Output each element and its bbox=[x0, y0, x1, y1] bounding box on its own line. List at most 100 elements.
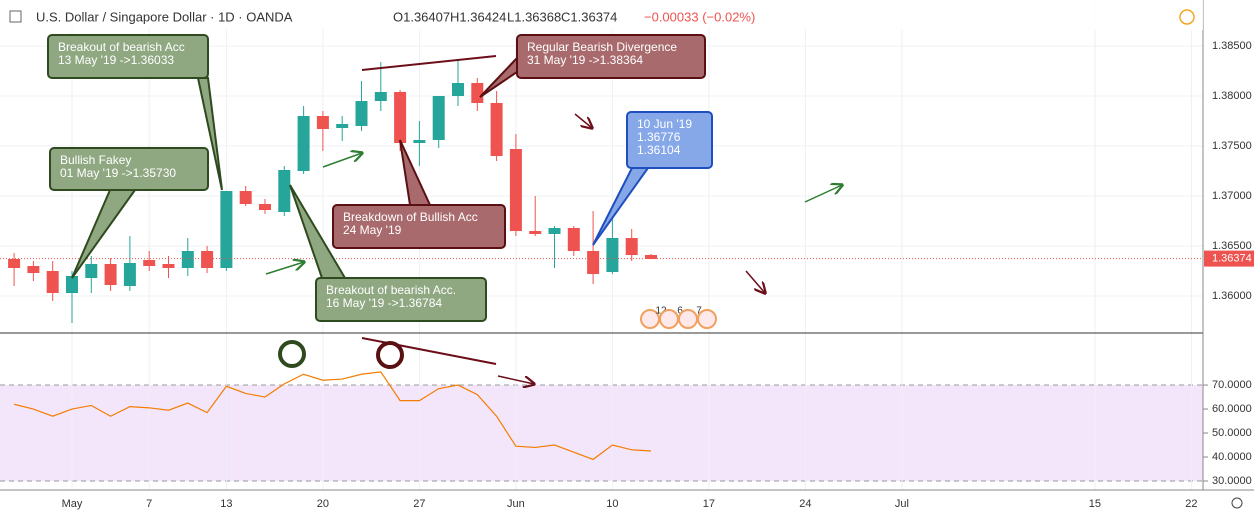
ohlc-close: C1.36374 bbox=[561, 9, 617, 24]
y-tick-label: 30.0000 bbox=[1212, 475, 1252, 487]
event-count: 6 bbox=[677, 306, 683, 317]
candle-body bbox=[8, 259, 21, 268]
candle-body bbox=[316, 116, 329, 129]
candle-body bbox=[529, 231, 542, 234]
event-icon bbox=[697, 309, 717, 329]
marker-circle bbox=[278, 340, 306, 368]
callout-text: Breakout of bearish Acc bbox=[58, 40, 185, 54]
candle-body bbox=[452, 83, 465, 96]
y-tick-label: 1.36500 bbox=[1212, 240, 1252, 252]
last-price-label: 1.36374 bbox=[1212, 253, 1252, 265]
candle-body bbox=[509, 149, 522, 231]
candle-body bbox=[413, 140, 426, 143]
ohlc-change: −0.00033 (−0.02%) bbox=[644, 9, 755, 24]
candle-body bbox=[65, 276, 78, 293]
candle-body bbox=[239, 191, 252, 204]
callout-text: Breakdown of Bullish Acc bbox=[343, 210, 478, 224]
candle-body bbox=[587, 251, 600, 274]
x-tick-label: 22 bbox=[1185, 498, 1197, 510]
callout-box bbox=[49, 147, 209, 191]
ohlc-high: H1.36424 bbox=[450, 9, 506, 24]
x-tick-label: 7 bbox=[146, 498, 152, 510]
callout-box bbox=[516, 34, 706, 79]
x-tick-label: 15 bbox=[1089, 498, 1101, 510]
y-tick-label: 1.38000 bbox=[1212, 90, 1252, 102]
candle-body bbox=[394, 92, 407, 143]
candle-body bbox=[278, 170, 291, 212]
candle-body bbox=[645, 255, 658, 259]
y-tick-label: 70.0000 bbox=[1212, 379, 1252, 391]
candle-body bbox=[258, 204, 271, 210]
settings-icon[interactable] bbox=[1231, 497, 1243, 509]
callout-text: 31 May '19 ->1.38364 bbox=[527, 53, 643, 67]
x-tick-label: 20 bbox=[317, 498, 329, 510]
arrow bbox=[497, 375, 534, 384]
arrow bbox=[574, 113, 592, 128]
candle-body bbox=[625, 238, 638, 255]
y-tick-label: 50.0000 bbox=[1212, 427, 1252, 439]
toggle[interactable] bbox=[9, 10, 22, 23]
y-tick-label: 1.37500 bbox=[1212, 140, 1252, 152]
callout-text: 1.36776 bbox=[637, 130, 681, 144]
x-tick-label: 27 bbox=[413, 498, 425, 510]
callout-box bbox=[47, 34, 209, 79]
arrow bbox=[745, 270, 765, 293]
rsi-band bbox=[0, 385, 1203, 482]
x-tick-label: 17 bbox=[703, 498, 715, 510]
candle-body bbox=[27, 266, 40, 273]
callout-box bbox=[315, 277, 487, 322]
callout-text: 24 May '19 bbox=[343, 223, 402, 237]
callout-box bbox=[332, 204, 506, 249]
y-tick-label: 1.37000 bbox=[1212, 190, 1252, 202]
ohlc-low: L1.36368 bbox=[507, 9, 561, 24]
y-tick-label: 40.0000 bbox=[1212, 451, 1252, 463]
x-tick-label: Jun bbox=[507, 498, 525, 510]
y-tick-label: 1.38500 bbox=[1212, 40, 1252, 52]
candle-body bbox=[471, 83, 484, 103]
y-tick-label: 1.36000 bbox=[1212, 290, 1252, 302]
x-tick-label: 13 bbox=[220, 498, 232, 510]
rsi-line bbox=[13, 371, 652, 461]
alert-icon[interactable] bbox=[1179, 9, 1195, 25]
event-count: 12 bbox=[655, 306, 667, 317]
header-bg bbox=[0, 0, 1203, 30]
callout-text: Breakout of bearish Acc. bbox=[326, 283, 456, 297]
last-price-tag bbox=[1204, 250, 1254, 267]
x-tick-label: Jul bbox=[895, 498, 909, 510]
candle-body bbox=[220, 191, 233, 268]
callout-text: 10 Jun '19 bbox=[637, 117, 692, 131]
candle-body bbox=[85, 264, 98, 278]
candle-body bbox=[374, 92, 387, 101]
candle-body bbox=[181, 251, 194, 268]
symbol: U.S. Dollar / Singapore Dollar · 1D · OA… bbox=[36, 9, 293, 24]
callout-text: 16 May '19 ->1.36784 bbox=[326, 296, 442, 310]
x-tick-label: May bbox=[62, 498, 83, 510]
candle-body bbox=[567, 228, 580, 251]
candle-body bbox=[297, 116, 310, 171]
candle-body bbox=[162, 264, 175, 268]
callout-text: 13 May '19 ->1.36033 bbox=[58, 53, 174, 67]
trend-line bbox=[361, 337, 497, 365]
callout-text: 1.36104 bbox=[637, 143, 681, 157]
callout-box bbox=[626, 111, 713, 169]
candle-body bbox=[201, 251, 214, 268]
callout: Breakout of bearish Acc.16 May '19 ->1.3… bbox=[289, 184, 487, 322]
callout-pointer bbox=[592, 167, 650, 246]
candle-body bbox=[104, 264, 117, 285]
event-count: 7 bbox=[696, 306, 702, 317]
ohlc-open: O1.36407 bbox=[393, 9, 450, 24]
candle-body bbox=[548, 228, 561, 234]
candle-body bbox=[143, 260, 156, 266]
candle-body bbox=[432, 96, 445, 140]
callout-text: 01 May '19 ->1.35730 bbox=[60, 166, 176, 180]
candle-body bbox=[355, 101, 368, 126]
callout-pointer bbox=[399, 139, 432, 206]
event-icon bbox=[659, 309, 679, 329]
candle-body bbox=[336, 124, 349, 128]
